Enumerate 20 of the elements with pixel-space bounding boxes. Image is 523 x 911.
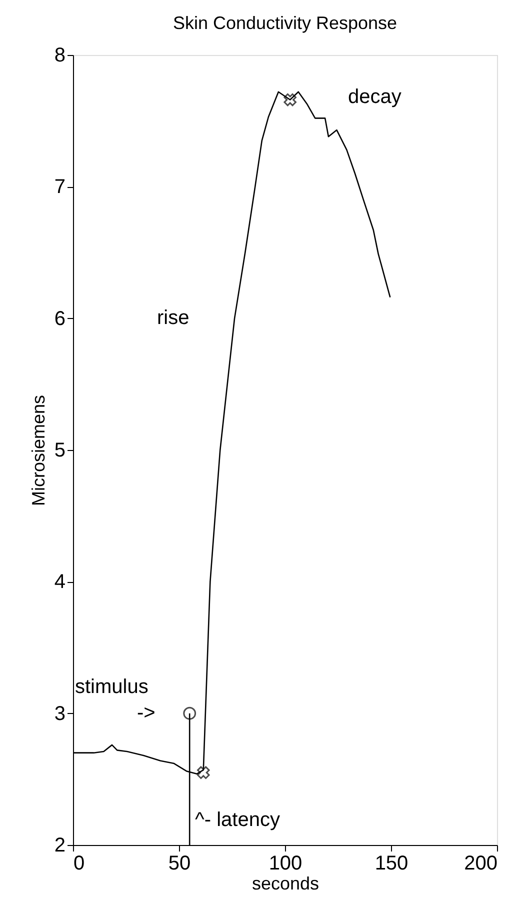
y-tick-label: 7 (54, 176, 66, 198)
chart-title: Skin Conductivity Response (172, 13, 398, 33)
annotation: stimulus (75, 676, 148, 698)
x-tick-label: 100 (268, 852, 302, 874)
y-tick-label: 2 (54, 834, 66, 856)
x-tick-label: 50 (168, 852, 191, 874)
y-tick-label: 5 (54, 440, 66, 462)
x-axis-title: seconds (252, 874, 320, 894)
y-tick-label: 8 (54, 44, 66, 66)
y-tick-label: 3 (54, 702, 66, 725)
annotation: decay (348, 86, 402, 108)
annotation: ^- latency (195, 809, 280, 831)
x-tick-label: 200 (464, 852, 498, 874)
y-axis-title: Microsiemens (28, 394, 48, 506)
y-tick-label: 4 (54, 571, 66, 594)
y-tick-label: 6 (54, 308, 66, 330)
x-tick-label: 150 (374, 852, 408, 874)
x-tick-label: 0 (74, 852, 85, 874)
annotation: -> (137, 702, 156, 724)
annotation: rise (157, 307, 190, 329)
